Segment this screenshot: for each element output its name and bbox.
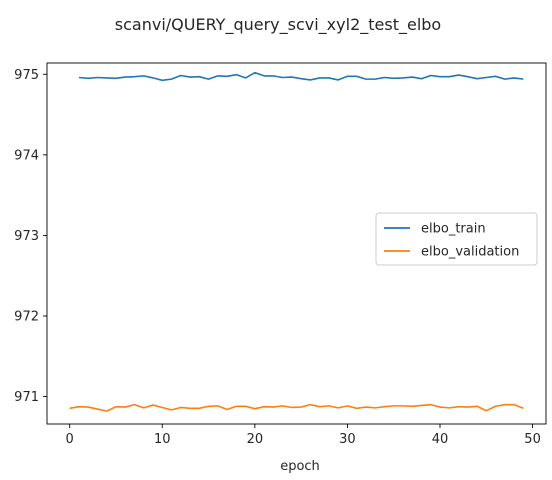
y-tick-label: 974 — [14, 148, 39, 163]
y-tick-label: 973 — [14, 229, 39, 244]
x-tick-label: 50 — [524, 432, 541, 447]
legend-label-elbo_validation: elbo_validation — [421, 245, 519, 260]
y-tick-label: 972 — [14, 310, 39, 325]
legend-box — [375, 212, 538, 266]
series-line-elbo_train — [78, 71, 524, 82]
x-tick-label: 40 — [432, 432, 449, 447]
x-axis-label: epoch — [280, 459, 320, 474]
legend: elbo_train elbo_validation — [375, 212, 538, 266]
x-tick-label: 20 — [247, 432, 264, 447]
y-tick-label: 971 — [14, 390, 39, 405]
plot-area: 0 10 20 30 40 50 971 972 973 974 975 — [14, 62, 547, 447]
x-tick-label: 30 — [339, 432, 356, 447]
legend-label-elbo_train: elbo_train — [421, 222, 486, 237]
plot-frame — [46, 62, 547, 425]
x-tick-label: 0 — [66, 432, 74, 447]
chart-title: scanvi/QUERY_query_scvi_xyl2_test_elbo — [115, 15, 441, 35]
series-line-elbo_validation — [69, 403, 524, 412]
x-tick-label: 10 — [154, 432, 171, 447]
y-tick-label: 975 — [14, 68, 39, 83]
